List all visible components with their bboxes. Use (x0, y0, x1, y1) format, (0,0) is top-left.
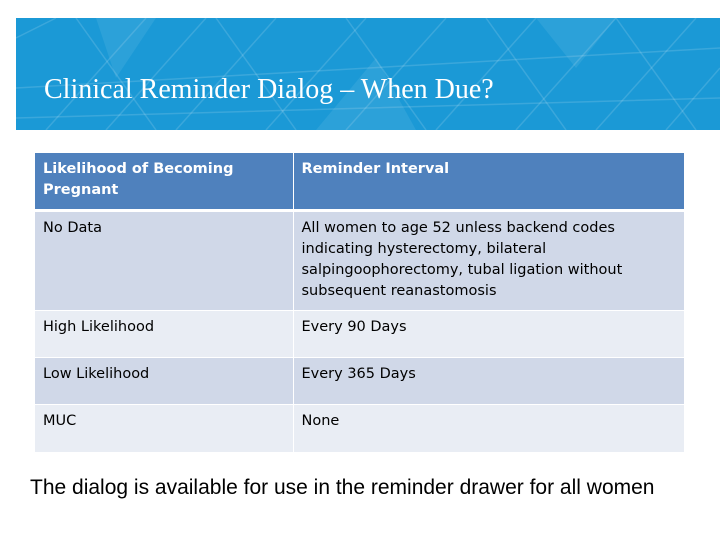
cell-likelihood: High Likelihood (35, 310, 293, 358)
table-row: No Data All women to age 52 unless backe… (35, 210, 684, 311)
table-row: High Likelihood Every 90 Days (35, 310, 684, 358)
header-reminder-interval: Reminder Interval (292, 153, 684, 212)
table-row: Low Likelihood Every 365 Days (35, 357, 684, 405)
footer-note: The dialog is available for use in the r… (30, 476, 655, 499)
reminder-interval-table: Likelihood of Becoming Pregnant Reminder… (35, 153, 684, 452)
cell-likelihood: MUC (35, 404, 293, 452)
table-row: MUC None (35, 404, 684, 452)
slide-title: Clinical Reminder Dialog – When Due? (44, 74, 494, 105)
cell-interval: All women to age 52 unless backend codes… (292, 210, 684, 311)
cell-interval: Every 90 Days (292, 310, 684, 358)
cell-likelihood: Low Likelihood (35, 357, 293, 405)
banner-pattern (16, 18, 720, 130)
title-banner: Clinical Reminder Dialog – When Due? (16, 18, 720, 130)
cell-likelihood: No Data (35, 210, 293, 311)
cell-interval: Every 365 Days (292, 357, 684, 405)
table-header-row: Likelihood of Becoming Pregnant Reminder… (35, 153, 684, 212)
cell-interval: None (292, 404, 684, 452)
header-likelihood: Likelihood of Becoming Pregnant (35, 153, 293, 212)
